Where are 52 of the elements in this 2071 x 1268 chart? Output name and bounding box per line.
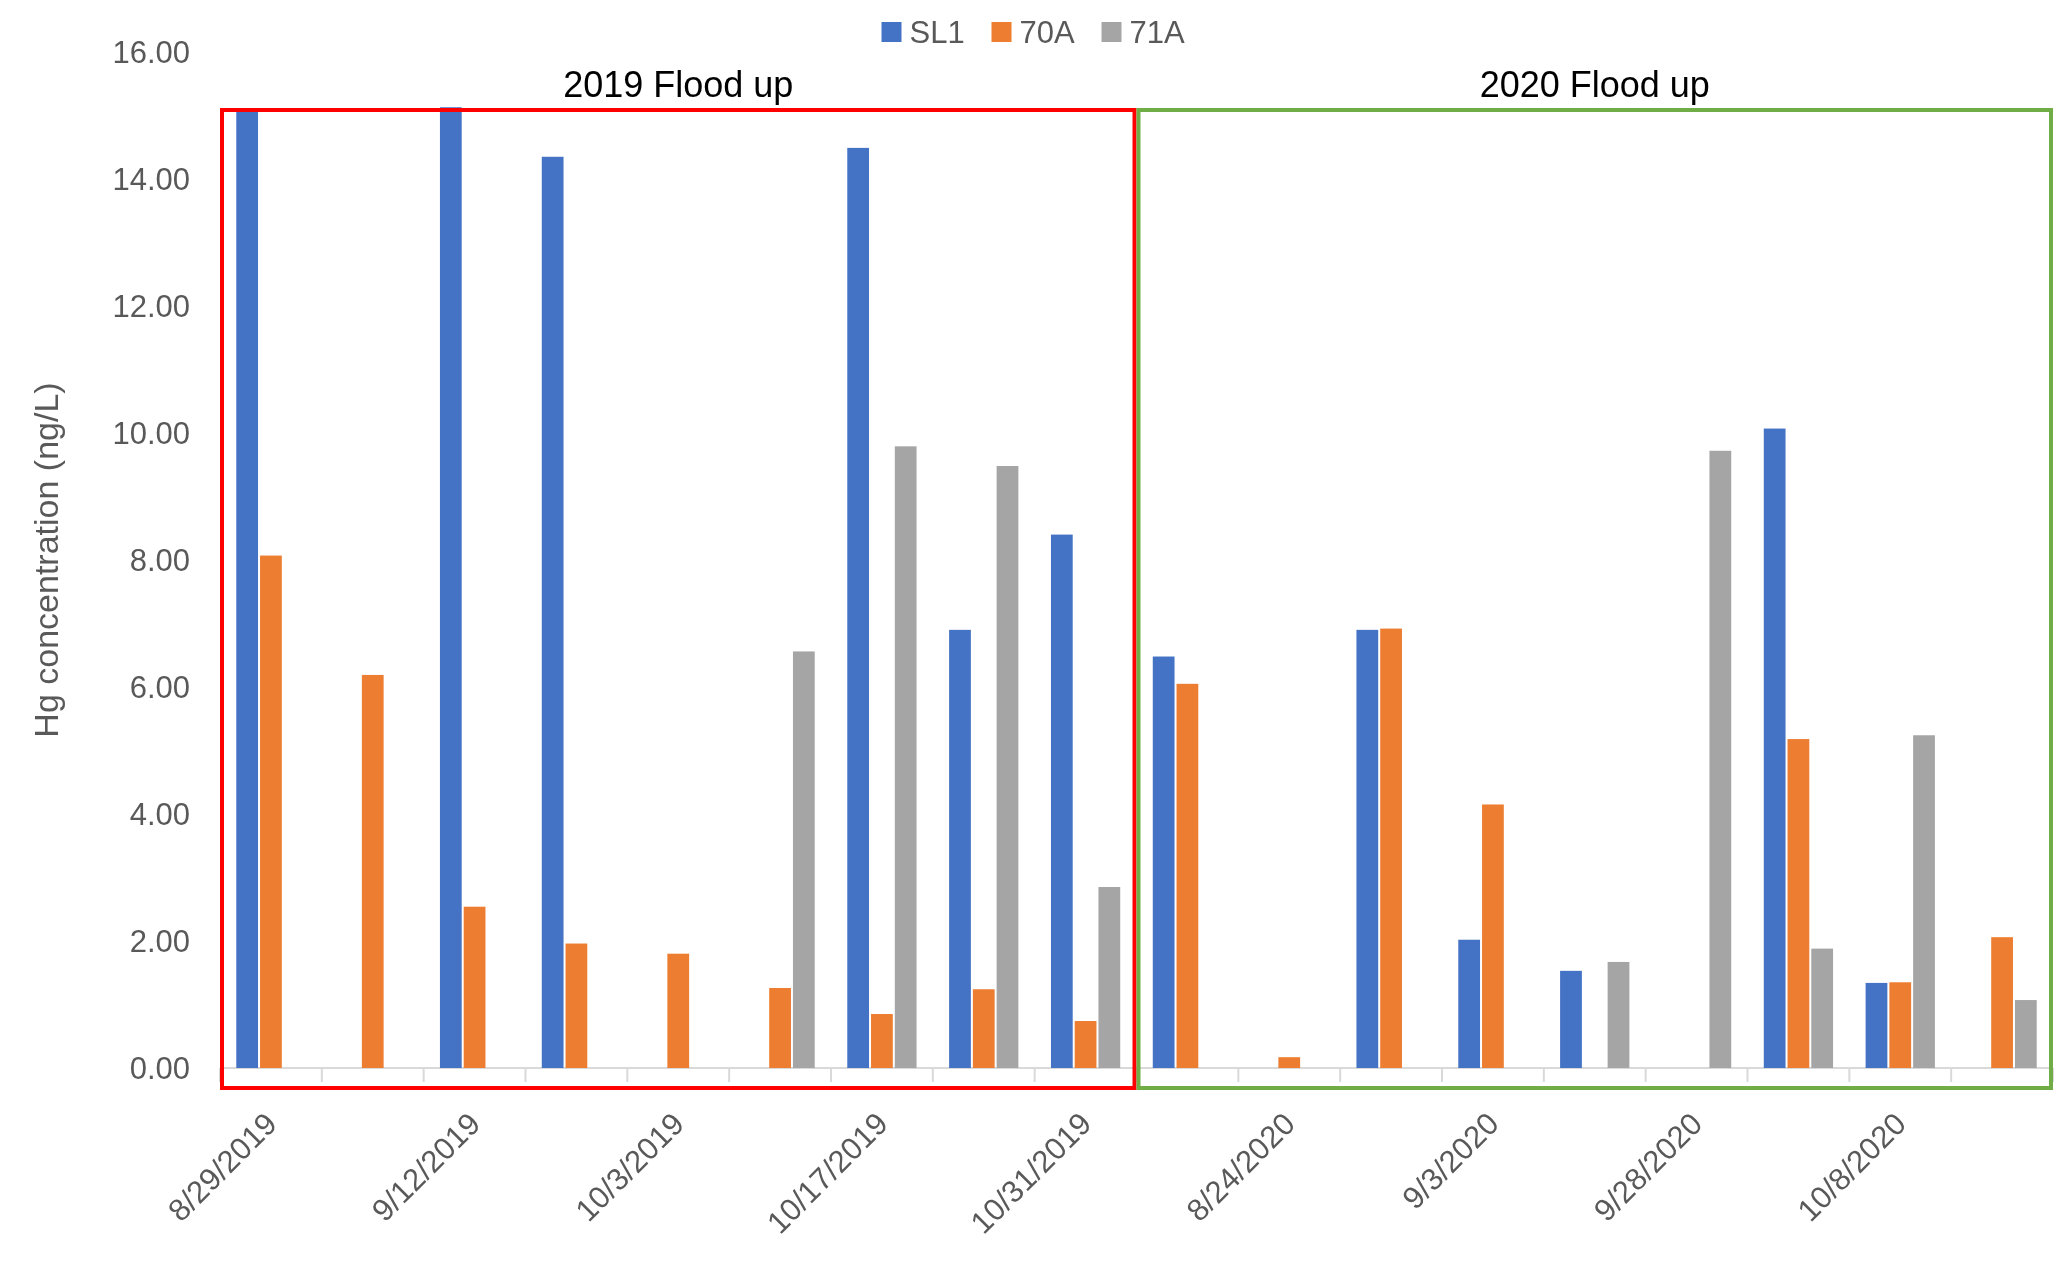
- y-tick-label: 2.00: [129, 923, 190, 959]
- bar: [1763, 428, 1786, 1068]
- bar: [2014, 1000, 2037, 1068]
- bar: [1380, 628, 1402, 1068]
- bar: [996, 466, 1019, 1068]
- bar: [463, 906, 486, 1068]
- annotation: 2020 Flood up: [1479, 64, 1710, 105]
- legend-label: 70A: [1019, 14, 1075, 50]
- bar: [1176, 683, 1199, 1068]
- bar: [439, 107, 462, 1068]
- y-tick-label: 8.00: [129, 542, 190, 578]
- bar: [1913, 735, 1935, 1068]
- bar: [1991, 937, 2013, 1068]
- y-tick-label: 16.00: [112, 34, 190, 70]
- bar: [894, 446, 917, 1068]
- bar: [871, 1014, 893, 1068]
- y-tick-label: 0.00: [129, 1050, 190, 1086]
- y-axis-title: Hg concentration (ng/L): [27, 382, 65, 738]
- y-tick-label: 14.00: [112, 161, 190, 197]
- bar: [847, 147, 870, 1068]
- bar: [236, 111, 259, 1068]
- bar: [1356, 629, 1379, 1068]
- bar: [1458, 939, 1481, 1068]
- y-tick-label: 10.00: [112, 415, 190, 451]
- y-tick-label: 4.00: [129, 796, 190, 832]
- bar: [1278, 1057, 1301, 1068]
- bar: [1482, 804, 1504, 1068]
- bar: [1811, 948, 1834, 1068]
- bar: [769, 987, 791, 1068]
- bar: [1050, 534, 1073, 1068]
- bar: [972, 989, 995, 1068]
- y-tick-label: 6.00: [129, 669, 190, 705]
- bar: [541, 156, 564, 1068]
- annotation: 2019 Flood up: [563, 64, 794, 105]
- bar: [1607, 961, 1630, 1068]
- y-tick-label: 12.00: [112, 288, 190, 324]
- bar: [260, 555, 282, 1068]
- bar: [565, 943, 588, 1068]
- bar: [361, 674, 384, 1068]
- legend-label: SL1: [909, 14, 965, 50]
- bar: [792, 651, 815, 1068]
- bar: [1709, 450, 1732, 1068]
- bar: [949, 629, 971, 1068]
- bar: [1152, 656, 1175, 1068]
- bar: [1865, 982, 1888, 1068]
- legend-label: 71A: [1129, 14, 1185, 50]
- bar: [1098, 887, 1121, 1068]
- bar: [1074, 1021, 1097, 1068]
- bar: [1787, 739, 1810, 1068]
- bar: [1560, 970, 1582, 1068]
- bar: [1889, 982, 1912, 1068]
- bar: [667, 953, 690, 1068]
